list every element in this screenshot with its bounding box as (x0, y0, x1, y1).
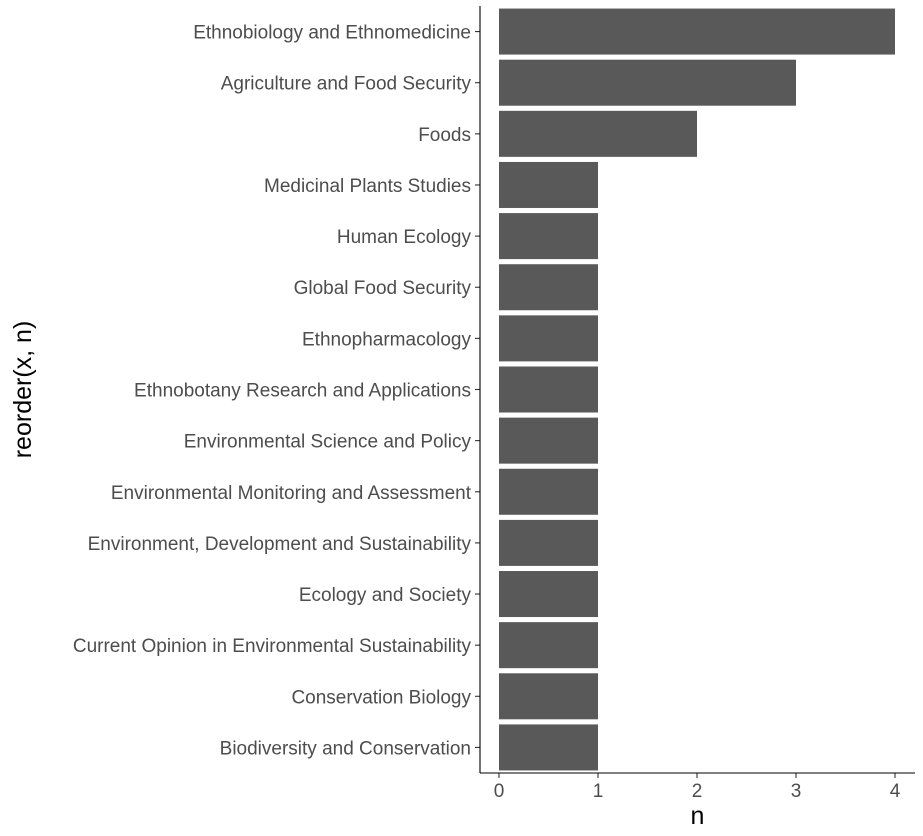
bar (499, 8, 895, 55)
bar (499, 417, 598, 464)
category-label: Environment, Development and Sustainabil… (88, 534, 472, 555)
bar (499, 519, 598, 566)
bar (499, 213, 598, 260)
category-label: Ethnopharmacology (302, 329, 471, 350)
bar (499, 468, 598, 515)
bar (499, 161, 598, 208)
x-axis-title: n (691, 802, 705, 830)
x-tick-label: 1 (593, 781, 604, 802)
category-label: Conservation Biology (291, 687, 471, 708)
bar (499, 264, 598, 311)
bar (499, 110, 697, 157)
category-label: Foods (418, 125, 471, 146)
category-label: Environmental Monitoring and Assessment (111, 483, 472, 504)
category-label: Agriculture and Food Security (221, 74, 472, 95)
bar (499, 673, 598, 720)
category-label: Ecology and Society (299, 585, 472, 606)
y-axis-ticks (475, 31, 480, 748)
category-label: Ethnobotany Research and Applications (134, 381, 471, 402)
x-tick-label: 2 (692, 781, 703, 802)
y-axis-title: reorder(x, n) (9, 321, 37, 459)
x-tick-label: 0 (494, 781, 505, 802)
category-label: Medicinal Plants Studies (264, 176, 471, 197)
bar (499, 571, 598, 618)
bar (499, 366, 598, 413)
bar (499, 59, 796, 106)
x-tick-label: 4 (890, 781, 901, 802)
category-labels: Ethnobiology and Ethnomedicine Agricultur… (73, 23, 472, 760)
bar (499, 724, 598, 771)
category-label: Ethnobiology and Ethnomedicine (193, 23, 471, 44)
category-label: Environmental Science and Policy (184, 432, 472, 453)
x-tick-label: 3 (791, 781, 802, 802)
bar (499, 622, 598, 669)
category-label: Human Ecology (337, 227, 472, 248)
bar (499, 315, 598, 362)
category-label: Current Opinion in Environmental Sustain… (73, 636, 472, 657)
x-axis-ticks: 0 1 2 3 4 (494, 773, 901, 802)
category-label: Biodiversity and Conservation (220, 738, 471, 759)
bars-group (499, 8, 895, 771)
category-label: Global Food Security (294, 278, 472, 299)
